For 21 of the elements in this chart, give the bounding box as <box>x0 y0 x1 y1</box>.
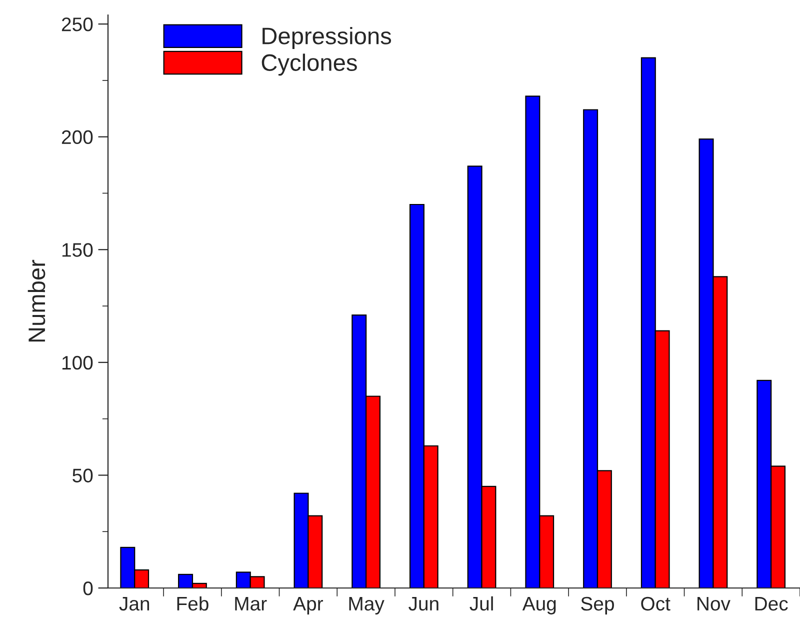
legend-label: Cyclones <box>262 54 357 76</box>
x-tick-label: Aug <box>522 597 556 614</box>
x-tick-label: Sep <box>581 596 614 614</box>
y-tick-label: 0 <box>83 581 93 596</box>
x-tick-label: Jan <box>119 597 150 611</box>
x-tick-label: Jun <box>408 597 438 611</box>
y-tick-label: 50 <box>72 468 93 482</box>
x-tick-label: Oct <box>641 596 670 611</box>
y-tick-label: 250 <box>62 17 93 32</box>
x-tick-label: Dec <box>755 597 788 611</box>
x-tick-label: Apr <box>293 597 323 614</box>
x-tick-label: Jul <box>470 596 493 611</box>
x-tick-label: Feb <box>177 596 208 611</box>
legend-label: Depressions <box>262 27 392 50</box>
y-axis-title: Number <box>28 260 46 342</box>
y-tick-label: 200 <box>62 130 93 144</box>
x-tick-label: May <box>349 597 384 614</box>
y-tick-label: 100 <box>62 356 93 370</box>
y-tick-label: 150 <box>62 243 93 257</box>
x-tick-label: Nov <box>698 597 730 611</box>
x-tick-label: Mar <box>235 597 267 611</box>
